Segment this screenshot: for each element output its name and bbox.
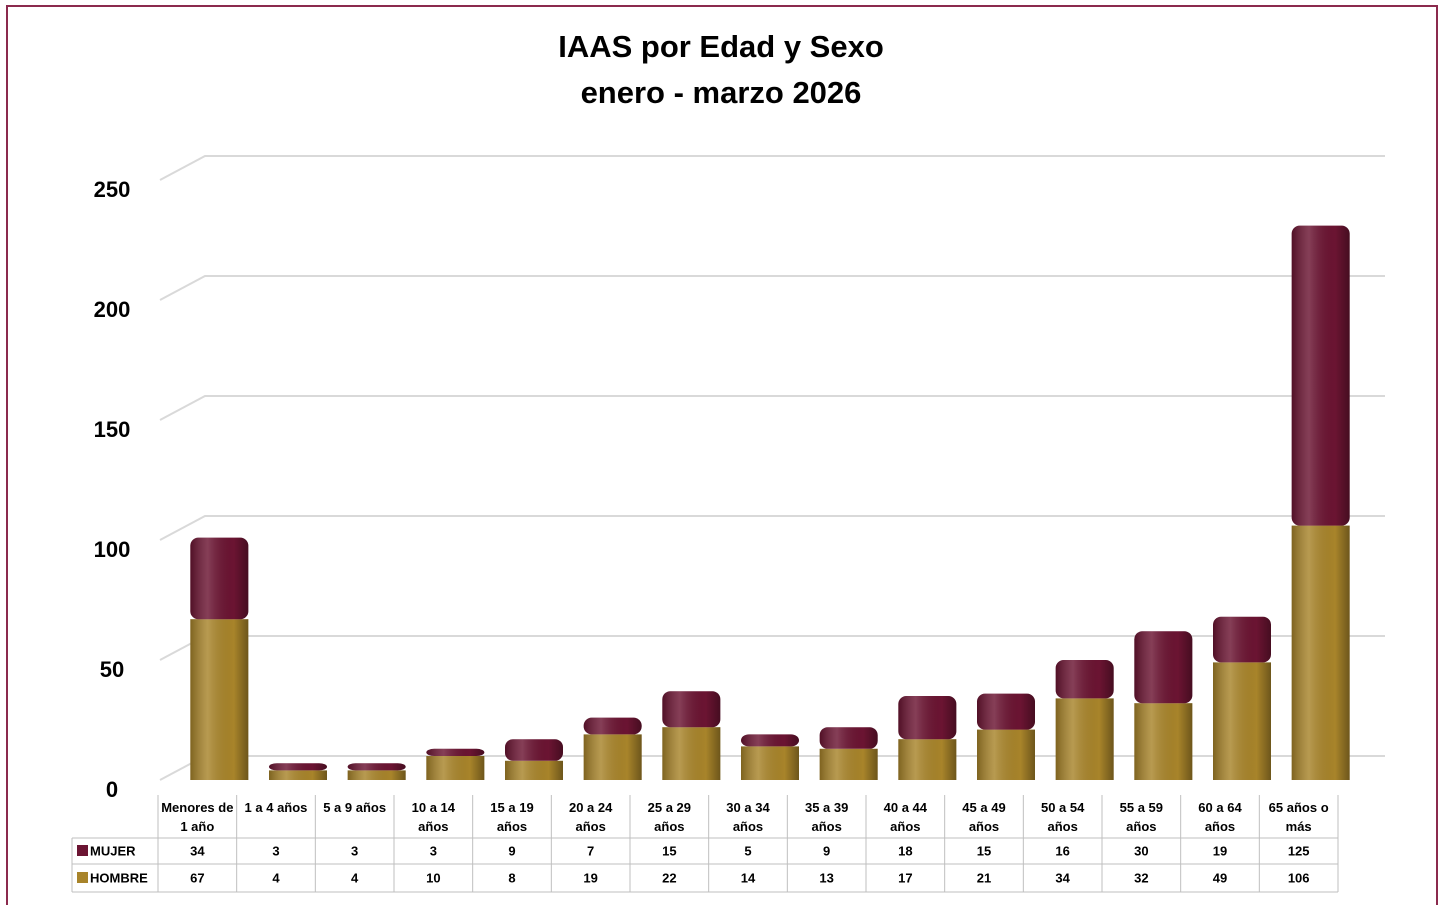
bar-shade (1055, 660, 1114, 699)
table-value: 21 (977, 870, 991, 885)
x-tick-label: 50 a 54 años (1040, 800, 1085, 834)
legend-label: MUJER (90, 843, 136, 858)
x-tick-label: 15 a 19 años (490, 800, 534, 834)
x-tick-label: 25 a 29 años (647, 800, 692, 834)
chart-title: IAAS por Edad y Sexo (558, 29, 884, 64)
table-value: 5 (744, 843, 751, 858)
table-value: 8 (508, 870, 515, 885)
y-tick-label: 100 (94, 537, 131, 562)
bar-shade (741, 734, 799, 747)
grid-line (159, 275, 1385, 301)
table-value: 34 (1055, 870, 1070, 885)
table-value: 18 (898, 843, 912, 858)
bar-shade (819, 748, 878, 780)
bar-shade (1213, 616, 1271, 663)
bar-shade (347, 770, 406, 780)
table-value: 67 (190, 870, 204, 885)
x-tick-label: 40 a 44 años (883, 800, 928, 834)
bar-shade (1291, 225, 1350, 526)
bar-shade (741, 746, 799, 780)
bar-shade (347, 763, 406, 771)
x-tick-label: 55 a 59 años (1119, 800, 1164, 834)
bar-shade (819, 727, 878, 749)
table-value: 9 (823, 843, 830, 858)
bar-shade (662, 691, 721, 728)
bar-shade (1213, 662, 1271, 780)
x-tick-label: 10 a 14 años (411, 800, 456, 834)
bar-shade (190, 537, 249, 620)
table-value: 4 (351, 870, 359, 885)
bar-shade (190, 619, 249, 780)
grid-line (159, 155, 1385, 181)
grid-line (159, 635, 1385, 661)
y-tick-label: 250 (94, 177, 131, 202)
table-value: 106 (1288, 870, 1310, 885)
x-tick-label: 65 años o más (1268, 800, 1329, 834)
table-value: 22 (662, 870, 676, 885)
y-tick-label: 200 (94, 297, 131, 322)
table-value: 13 (819, 870, 833, 885)
y-tick-label: 50 (100, 657, 124, 682)
legend-label: HOMBRE (90, 870, 148, 885)
y-tick-label: 0 (106, 777, 118, 802)
grid-line (159, 395, 1385, 421)
legend-swatch (77, 872, 88, 883)
bar-shade (1134, 703, 1193, 780)
grid-line (159, 515, 1385, 541)
bar-shade (426, 756, 485, 780)
bar-shade (977, 693, 1035, 730)
table-value: 9 (508, 843, 515, 858)
x-tick-label: 5 a 9 años (323, 800, 387, 815)
bar-shade (1134, 631, 1193, 704)
bar-shade (1055, 698, 1114, 780)
bar-shade (977, 729, 1035, 780)
x-tick-label: 35 a 39 años (804, 800, 849, 834)
table-value: 15 (977, 843, 991, 858)
table-value: 4 (272, 870, 280, 885)
table-value: 125 (1288, 843, 1310, 858)
table-value: 49 (1213, 870, 1227, 885)
table-value: 32 (1134, 870, 1148, 885)
x-tick-label: 60 a 64 años (1198, 800, 1242, 834)
legend-swatch (77, 845, 88, 856)
y-tick-label: 150 (94, 417, 131, 442)
table-value: 7 (587, 843, 594, 858)
table-value: 19 (1213, 843, 1227, 858)
bar-shade (269, 770, 327, 780)
bar-shade (426, 748, 485, 756)
x-tick-label: 30 a 34 años (726, 800, 770, 834)
chart-subtitle: enero - marzo 2026 (581, 75, 862, 110)
x-tick-label: Menores de 1 año (161, 800, 234, 834)
bar-shade (662, 727, 721, 780)
bar-shade (505, 739, 563, 761)
table-value: 17 (898, 870, 912, 885)
table-value: 3 (430, 843, 437, 858)
table-value: 3 (272, 843, 279, 858)
bar-shade (898, 739, 957, 780)
table-value: 3 (351, 843, 358, 858)
table-value: 30 (1134, 843, 1148, 858)
chart-border (6, 5, 1438, 905)
bar-shade (1291, 525, 1350, 780)
x-tick-label: 1 a 4 años (244, 800, 308, 815)
table-value: 14 (741, 870, 756, 885)
bar-shade (269, 763, 327, 771)
bar-shade (898, 696, 957, 740)
table-value: 10 (426, 870, 440, 885)
table-value: 34 (190, 843, 205, 858)
x-tick-label: 45 a 49 años (962, 800, 1006, 834)
x-tick-label: 20 a 24 años (568, 800, 613, 834)
table-value: 19 (583, 870, 597, 885)
bar-shade (505, 760, 563, 780)
bar-shade (583, 734, 642, 780)
bar-shade (583, 717, 642, 735)
table-value: 16 (1055, 843, 1069, 858)
table-value: 15 (662, 843, 676, 858)
